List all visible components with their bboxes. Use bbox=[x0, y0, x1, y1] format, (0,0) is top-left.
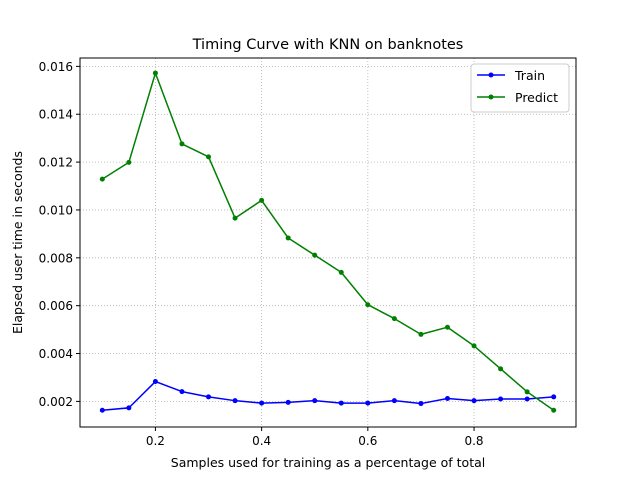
train-data-point bbox=[338, 400, 344, 406]
train-data-point bbox=[179, 389, 185, 395]
y-tick-label: 0.012 bbox=[39, 156, 73, 170]
train-data-point bbox=[365, 400, 371, 406]
y-axis-label: Elapsed user time in seconds bbox=[10, 151, 25, 334]
train-data-point bbox=[391, 398, 397, 404]
train-data-point bbox=[312, 398, 318, 404]
predict-data-point bbox=[259, 197, 265, 203]
predict-data-point bbox=[524, 389, 530, 395]
predict-series-line bbox=[101, 72, 555, 411]
predict-data-point bbox=[498, 366, 504, 372]
series-layer bbox=[99, 70, 557, 413]
x-tick-label: 0.2 bbox=[146, 434, 165, 448]
y-axis-ticks: 0.002 0.004 0.006 0.008 0.010 0.012 0.014 0.016 bbox=[39, 60, 80, 409]
x-tick-label: 0.4 bbox=[252, 434, 271, 448]
predict-data-point bbox=[551, 407, 557, 413]
predict-data-point bbox=[285, 235, 291, 241]
x-axis-label: Samples used for training as a percentag… bbox=[171, 455, 485, 470]
train-data-point bbox=[232, 398, 238, 404]
train-data-point bbox=[126, 405, 132, 411]
train-data-point bbox=[259, 400, 265, 406]
legend-train-label: Train bbox=[514, 68, 545, 83]
train-series-line bbox=[102, 380, 554, 411]
y-tick-label: 0.010 bbox=[39, 203, 73, 217]
train-data-point bbox=[444, 396, 450, 402]
x-axis-ticks: 0.2 0.4 0.6 0.8 bbox=[146, 427, 484, 448]
train-data-point bbox=[471, 398, 477, 404]
predict-data-point bbox=[232, 215, 238, 221]
x-tick-label: 0.6 bbox=[358, 434, 377, 448]
y-tick-label: 0.004 bbox=[39, 347, 73, 361]
legend-train-marker bbox=[488, 72, 494, 78]
predict-data-point bbox=[471, 343, 477, 349]
predict-data-point bbox=[391, 316, 397, 322]
y-tick-label: 0.006 bbox=[39, 299, 73, 313]
predict-data-point bbox=[206, 154, 212, 160]
predict-data-point bbox=[126, 159, 132, 165]
predict-data-point bbox=[152, 70, 158, 76]
train-data-point bbox=[285, 399, 291, 405]
train-data-point bbox=[551, 394, 557, 400]
legend-predict-label: Predict bbox=[515, 90, 558, 105]
predict-data-point bbox=[99, 176, 105, 182]
train-data-point bbox=[418, 401, 424, 407]
predict-data-point bbox=[312, 252, 318, 258]
legend-box bbox=[470, 63, 570, 113]
predict-data-point bbox=[179, 141, 185, 147]
predict-data-point bbox=[444, 324, 450, 330]
train-data-point bbox=[206, 394, 212, 400]
train-data-point bbox=[152, 379, 158, 385]
y-tick-label: 0.008 bbox=[39, 251, 73, 265]
legend: Train Predict bbox=[470, 63, 570, 113]
x-tick-label: 0.8 bbox=[464, 434, 483, 448]
predict-data-point bbox=[338, 269, 344, 275]
train-data-point bbox=[524, 396, 530, 402]
y-tick-label: 0.016 bbox=[39, 60, 73, 74]
train-data-point bbox=[498, 396, 504, 402]
predict-data-point bbox=[365, 302, 371, 308]
predict-data-point bbox=[418, 331, 424, 337]
chart-title: Timing Curve with KNN on banknotes bbox=[192, 37, 464, 53]
y-tick-label: 0.014 bbox=[39, 108, 73, 122]
y-tick-label: 0.002 bbox=[39, 395, 73, 409]
train-data-point bbox=[99, 407, 105, 413]
legend-predict-marker bbox=[488, 94, 494, 100]
plot-area-frame bbox=[79, 57, 577, 428]
